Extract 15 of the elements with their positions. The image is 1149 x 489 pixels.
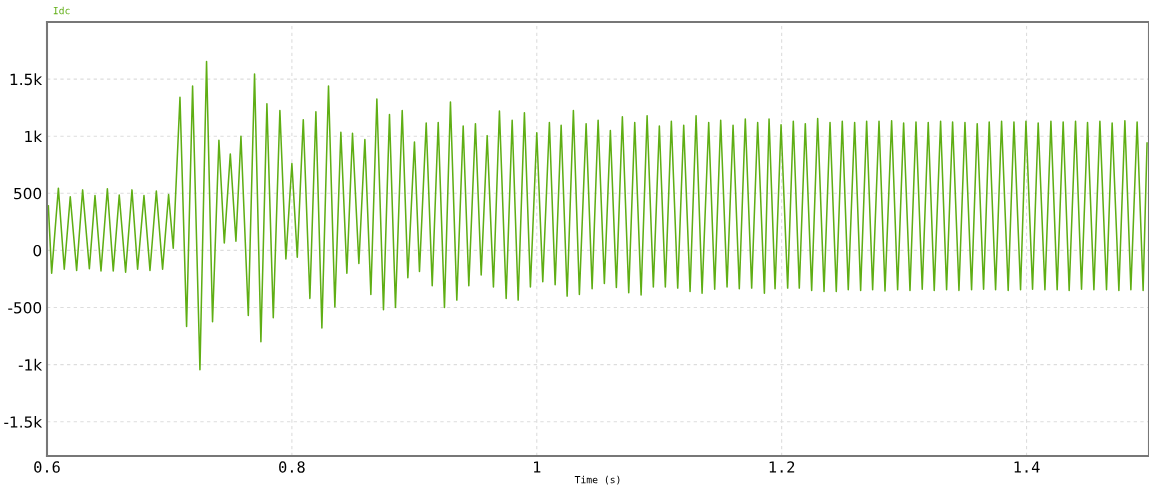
y-tick-label: 1k <box>25 130 43 143</box>
x-tick-label: 1.2 <box>769 461 795 473</box>
text: Idc <box>53 6 70 15</box>
y-tick-label: 500 <box>14 187 42 200</box>
y-tick-label: -1k <box>18 358 43 371</box>
line-series <box>47 60 1148 371</box>
x-tick-label: 1 <box>534 461 541 473</box>
x-tick-label: 0.6 <box>34 461 60 473</box>
y-tick-label: 1.5k <box>10 73 43 86</box>
x-axis-title: Time (s) <box>574 475 620 485</box>
y-tick-label: -500 <box>8 301 42 314</box>
x-tick-label: 0.8 <box>279 461 305 473</box>
y-tick-label: 0 <box>33 244 42 257</box>
y-tick-label: -1.5k <box>4 415 43 428</box>
x-tick-label: 1.4 <box>1014 461 1040 473</box>
